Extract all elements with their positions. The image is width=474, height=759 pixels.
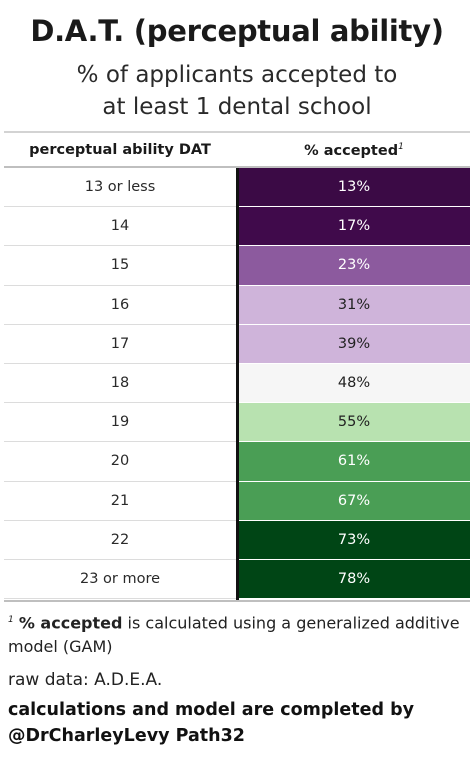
percent-accepted-cell: 23% <box>238 246 470 286</box>
credit-line-1: calculations and model are completed by <box>8 700 415 720</box>
column-header-accepted: % accepted1 <box>238 142 470 159</box>
table-row: 19 55% <box>4 403 470 443</box>
dat-score-cell: 16 <box>4 286 236 325</box>
chart-subtitle-line-1: % of applicants accepted to <box>76 62 398 88</box>
table-row: 18 48% <box>4 363 470 404</box>
percent-accepted-cell: 73% <box>238 520 470 560</box>
dat-score-cell: 23 or more <box>4 560 236 600</box>
table-row: 23 or more 78% <box>4 559 470 600</box>
percent-accepted-cell: 31% <box>238 285 470 325</box>
footnote-bold: % accepted <box>18 613 123 633</box>
percent-accepted-cell: 61% <box>238 442 470 482</box>
dat-score-cell: 18 <box>4 364 236 404</box>
percent-accepted-cell: 48% <box>238 363 470 404</box>
percent-accepted-cell: 78% <box>238 559 470 600</box>
header-rule <box>4 166 470 168</box>
footnote-marker: 1 <box>398 142 404 152</box>
footnote-mark: 1 <box>8 615 14 625</box>
percent-accepted-cell: 17% <box>238 207 470 247</box>
raw-data-source: raw data: A.D.E.A. <box>8 670 163 690</box>
table-row: 13 or less 13% <box>4 168 470 208</box>
table-row: 17 39% <box>4 324 470 364</box>
dat-score-cell: 19 <box>4 403 236 443</box>
dat-score-cell: 13 or less <box>4 168 236 208</box>
dat-score-cell: 20 <box>4 442 236 482</box>
column-header-accepted-label: % accepted <box>304 142 399 159</box>
footnote: 1 % accepted is calculated using a gener… <box>8 608 470 659</box>
percent-accepted-cell: 55% <box>238 403 470 443</box>
column-header-dat-label: perceptual ability DAT <box>29 142 211 158</box>
percent-accepted-cell: 67% <box>238 481 470 521</box>
top-rule <box>4 131 470 133</box>
dat-score-cell: 22 <box>4 521 236 560</box>
dat-score-cell: 21 <box>4 482 236 521</box>
dat-score-cell: 15 <box>4 246 236 286</box>
table-row: 14 17% <box>4 207 470 247</box>
table-row: 16 31% <box>4 285 470 325</box>
percent-accepted-cell: 39% <box>238 324 470 364</box>
table-body: 13 or less 13% 14 17% 15 23% 16 31% 17 39% 18 48% 19… <box>4 168 470 600</box>
bottom-rule <box>4 600 470 602</box>
credit: calculations and model are completed by … <box>8 697 470 749</box>
chart-subtitle-line-2: at least 1 dental school <box>102 94 372 120</box>
chart-title: D.A.T. (perceptual ability) <box>30 14 444 48</box>
percent-accepted-cell: 13% <box>238 168 470 208</box>
column-header-dat: perceptual ability DAT <box>4 142 236 158</box>
table-row: 20 61% <box>4 442 470 482</box>
table-row: 21 67% <box>4 481 470 521</box>
table-row: 22 73% <box>4 520 470 560</box>
column-divider <box>236 168 239 600</box>
dat-score-cell: 17 <box>4 325 236 364</box>
credit-line-2: @DrCharleyLevy Path32 <box>8 726 245 746</box>
dat-score-cell: 14 <box>4 207 236 247</box>
footnote-text: is calculated using a generalized additi… <box>8 613 460 657</box>
table-row: 15 23% <box>4 246 470 286</box>
